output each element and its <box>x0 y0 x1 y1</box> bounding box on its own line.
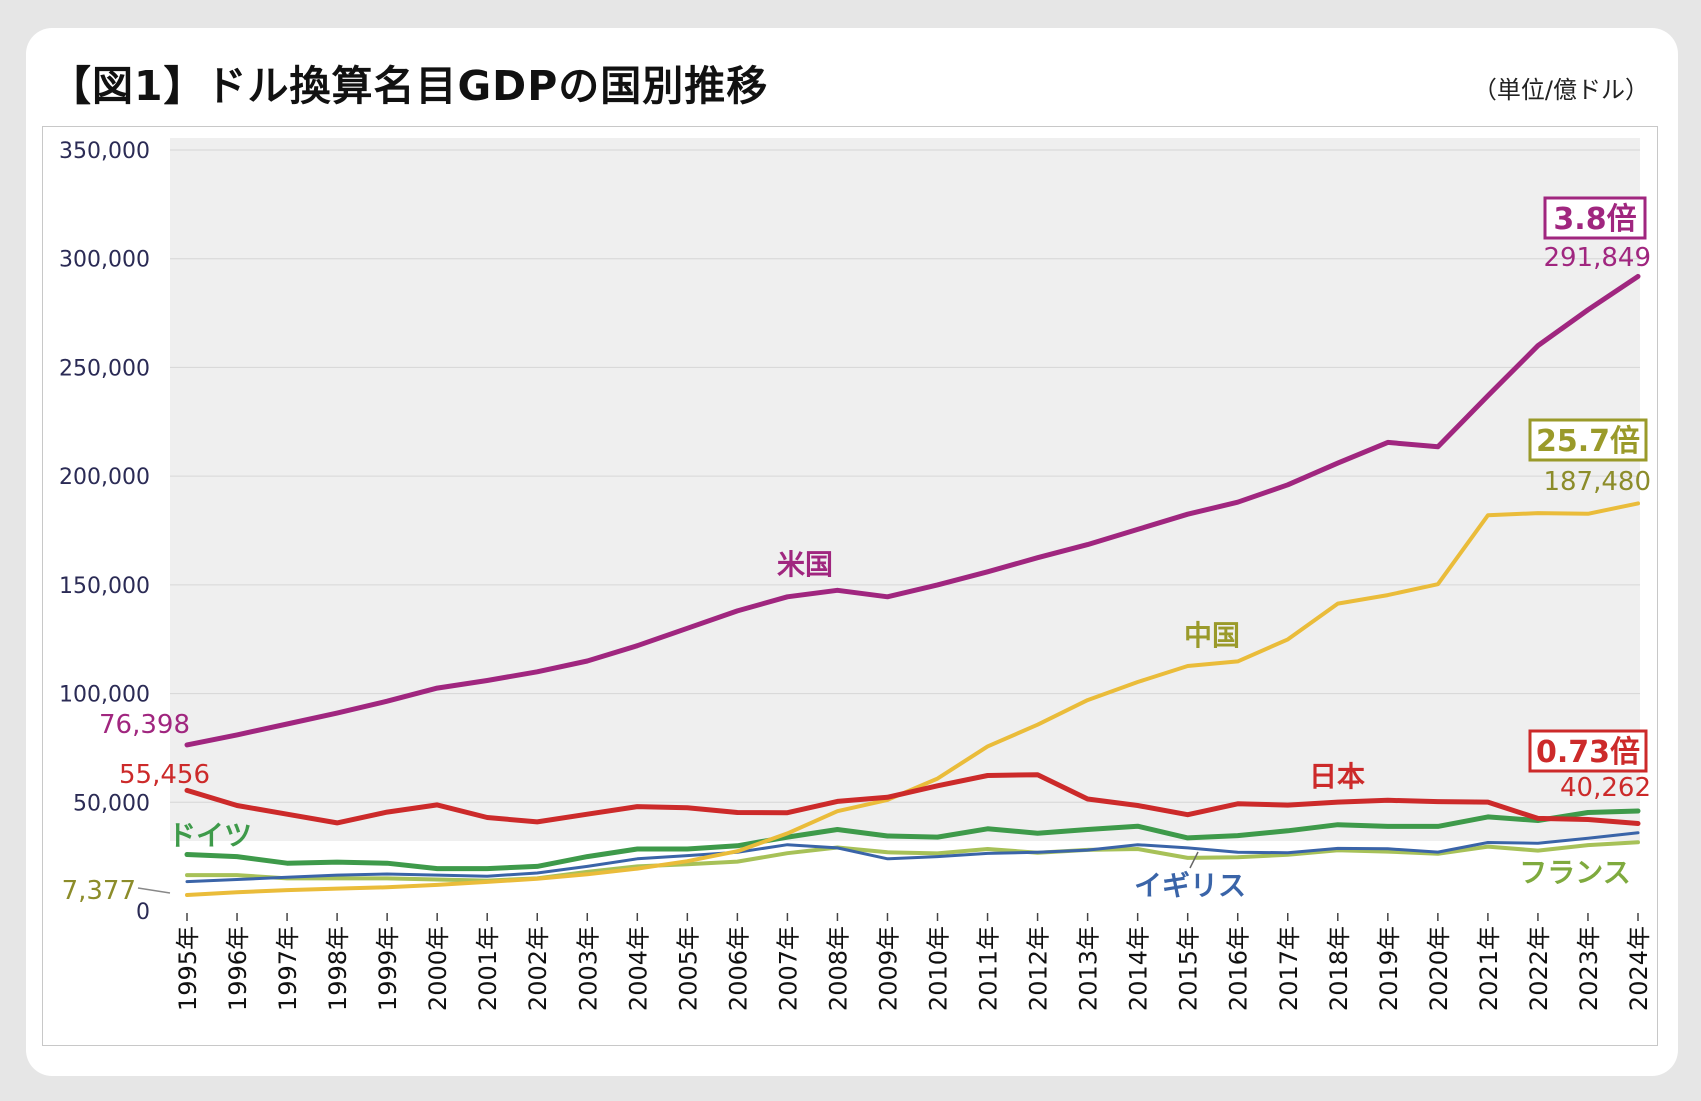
series-lines <box>184 273 1641 897</box>
x-tick-label: 1995年 <box>174 926 202 1011</box>
x-tick-label: 2024年 <box>1625 926 1653 1011</box>
china-start-value: 7,377 <box>62 876 136 906</box>
x-axis-ticks: 1995年 1996年 1997年 1998年 1999年 2000年 2001年 2002年… <box>174 913 1653 1011</box>
y-tick-label: 300,000 <box>59 248 150 273</box>
chart-title: 【図1】ドル換算名目GDPの国別推移 <box>50 62 769 110</box>
x-tick-label: 2016年 <box>1225 926 1253 1011</box>
china-start-leader-line <box>137 887 171 894</box>
x-tick-label: 2010年 <box>925 926 953 1011</box>
x-tick-label: 2000年 <box>424 926 452 1011</box>
x-tick-label: 2015年 <box>1175 926 1203 1011</box>
y-tick-label: 0 <box>136 900 150 925</box>
x-tick-label: 2022年 <box>1525 926 1553 1011</box>
japan-start-value: 55,456 <box>119 760 210 790</box>
grid-lines <box>170 149 1640 803</box>
usa-start-value: 76,398 <box>99 710 190 740</box>
plot-area <box>170 138 1640 841</box>
x-tick-label: 2003年 <box>574 926 602 1011</box>
series-line-4 <box>185 831 1640 884</box>
x-tick-label: 2005年 <box>674 926 702 1011</box>
x-tick-label: 2008年 <box>824 926 852 1011</box>
label-germany: ドイツ <box>168 819 252 852</box>
x-tick-label: 2023年 <box>1575 926 1603 1011</box>
label-japan: 日本 <box>1309 760 1365 793</box>
x-tick-label: 2014年 <box>1125 926 1153 1011</box>
x-tick-label: 2021年 <box>1475 926 1503 1011</box>
x-tick-label: 2020年 <box>1425 926 1453 1011</box>
japan-ratio-box <box>1528 729 1648 773</box>
usa-ratio-box <box>1543 196 1647 240</box>
japan-ratio: 0.73倍 <box>1536 735 1640 770</box>
x-tick-label: 2011年 <box>975 926 1003 1011</box>
x-tick-label: 2018年 <box>1325 926 1353 1011</box>
china-end-value: 187,480 <box>1543 467 1651 497</box>
x-tick-label: 2002年 <box>524 926 552 1011</box>
series-line-5 <box>185 840 1640 883</box>
y-tick-label: 50,000 <box>73 791 150 816</box>
x-tick-label: 2006年 <box>724 926 752 1011</box>
x-tick-label: 1999年 <box>374 926 402 1011</box>
x-tick-label: 1996年 <box>224 926 252 1011</box>
label-france: フランス <box>1519 856 1630 889</box>
series-line-2 <box>184 772 1641 826</box>
japan-end-value: 40,262 <box>1560 773 1651 803</box>
x-tick-label: 2017年 <box>1275 926 1303 1011</box>
x-tick-label: 2009年 <box>874 926 902 1011</box>
y-tick-label: 150,000 <box>59 574 150 599</box>
unit-label: （単位/億ドル） <box>1472 76 1649 104</box>
china-ratio: 25.7倍 <box>1536 424 1640 459</box>
x-tick-label: 2007年 <box>774 926 802 1011</box>
x-tick-label: 2013年 <box>1075 926 1103 1011</box>
usa-ratio: 3.8倍 <box>1553 202 1636 237</box>
china-ratio-box <box>1528 418 1648 462</box>
series-line-0 <box>184 273 1641 748</box>
x-tick-label: 1998年 <box>324 926 352 1011</box>
label-uk: イギリス <box>1134 869 1246 902</box>
usa-end-value: 291,849 <box>1543 243 1651 273</box>
x-tick-label: 2004年 <box>624 926 652 1011</box>
y-tick-label: 100,000 <box>59 683 150 708</box>
y-tick-label: 350,000 <box>59 139 150 164</box>
x-tick-label: 2012年 <box>1025 926 1053 1011</box>
y-tick-label: 200,000 <box>59 465 150 490</box>
x-tick-label: 2019年 <box>1375 926 1403 1011</box>
x-tick-label: 1997年 <box>274 926 302 1011</box>
x-tick-label: 2001年 <box>474 926 502 1011</box>
y-tick-label: 250,000 <box>59 356 150 381</box>
y-axis-ticks: 0 50,000 100,000 150,000 200,000 250,000 300,0… <box>59 139 150 925</box>
label-china: 中国 <box>1184 619 1240 652</box>
uk-leader-line <box>1189 851 1199 869</box>
series-line-3 <box>184 808 1641 872</box>
label-usa: 米国 <box>777 548 833 581</box>
